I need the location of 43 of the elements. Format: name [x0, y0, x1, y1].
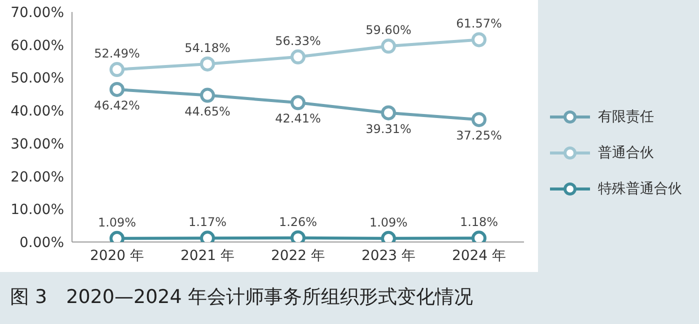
y-tick-label: 60.00%	[10, 38, 64, 54]
text: 图 3 2020—2024 年会计师事务所组织形式变化情况	[10, 285, 473, 310]
data-label: 37.25%	[456, 128, 502, 143]
data-label: 42.41%	[275, 112, 321, 126]
y-tick-label: 50.00%	[10, 70, 64, 87]
data-label: 1.26%	[278, 214, 318, 229]
data-label: 44.65%	[184, 104, 230, 118]
x-tick-label: 2022 年	[270, 248, 326, 264]
point	[110, 62, 124, 78]
legend-label: 特殊普通合伙	[598, 180, 682, 198]
y-tick-label: 40.00%	[10, 104, 64, 120]
data-label: 1.09%	[369, 215, 408, 230]
x-tick-label: 2021 年	[180, 248, 235, 264]
point	[290, 95, 306, 110]
point	[200, 88, 215, 103]
point	[381, 105, 396, 120]
x-tick-label: 2023 年	[361, 248, 416, 264]
y-tick-label: 30.00%	[10, 136, 64, 152]
x-tick-label: 2024 年	[452, 248, 506, 264]
data-label: 59.60%	[366, 23, 412, 38]
data-label: 52.49%	[94, 46, 140, 61]
point	[110, 82, 124, 97]
y-tick-label: 10.00%	[10, 202, 64, 218]
point	[290, 230, 306, 242]
data-label: 61.57%	[456, 16, 502, 31]
point	[472, 32, 486, 48]
y-tick-label: 20.00%	[10, 169, 64, 186]
x-tick-label: 2020 年	[90, 248, 144, 264]
point	[472, 112, 486, 128]
data-label: 39.31%	[366, 122, 412, 136]
y-tick-label: 0.00%	[20, 234, 64, 251]
point	[200, 56, 215, 72]
data-label: 1.18%	[460, 215, 498, 230]
point	[381, 38, 396, 54]
data-label: 46.42%	[94, 98, 140, 112]
legend-label: 普通合伙	[598, 144, 654, 162]
data-label: 56.33%	[275, 34, 321, 48]
data-label: 1.09%	[98, 215, 136, 230]
y-tick-label: 70.00%	[10, 4, 64, 21]
legend-label: 有限责任	[598, 108, 654, 126]
point	[290, 49, 306, 64]
data-label: 1.17%	[188, 215, 227, 230]
data-label: 54.18%	[184, 40, 230, 55]
